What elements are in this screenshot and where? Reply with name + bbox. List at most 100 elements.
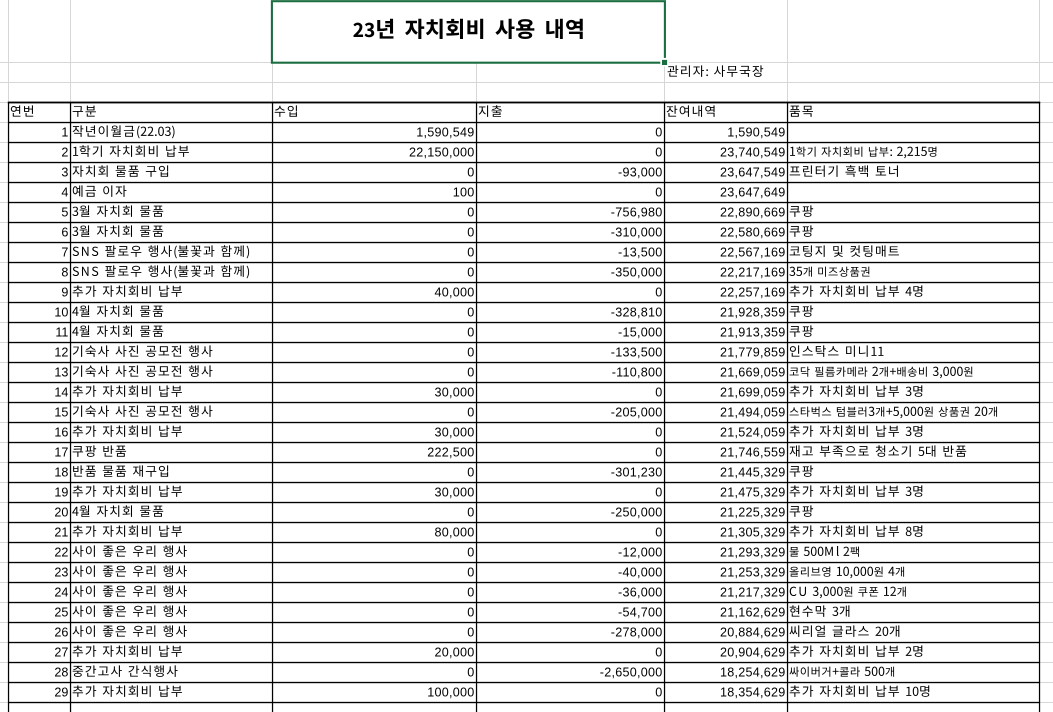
svg-text:0: 0 bbox=[467, 346, 474, 360]
svg-text:40,000: 40,000 bbox=[434, 286, 474, 300]
svg-text:0: 0 bbox=[467, 546, 474, 560]
svg-text:21,475,329: 21,475,329 bbox=[720, 486, 786, 500]
svg-text:12: 12 bbox=[54, 346, 68, 360]
svg-text:1,590,549: 1,590,549 bbox=[416, 126, 474, 140]
svg-text:-350,000: -350,000 bbox=[611, 266, 663, 280]
svg-text:18,354,629: 18,354,629 bbox=[720, 686, 786, 700]
svg-text:22,580,669: 22,580,669 bbox=[720, 226, 786, 240]
svg-text:15: 15 bbox=[54, 406, 68, 420]
svg-text:-2,650,000: -2,650,000 bbox=[600, 666, 663, 680]
svg-text:22,217,169: 22,217,169 bbox=[720, 266, 786, 280]
svg-text:21,779,859: 21,779,859 bbox=[720, 346, 786, 360]
svg-text:0: 0 bbox=[467, 326, 474, 340]
svg-text:20,904,629: 20,904,629 bbox=[720, 646, 786, 660]
svg-text:-756,980: -756,980 bbox=[611, 206, 663, 220]
svg-text:100,000: 100,000 bbox=[427, 686, 474, 700]
svg-text:20: 20 bbox=[54, 506, 68, 520]
svg-text:0: 0 bbox=[467, 206, 474, 220]
svg-text:23: 23 bbox=[54, 566, 68, 580]
svg-text:11: 11 bbox=[55, 326, 68, 340]
svg-text:-40,000: -40,000 bbox=[618, 566, 662, 580]
svg-text:30,000: 30,000 bbox=[434, 426, 474, 440]
svg-text:0: 0 bbox=[467, 226, 474, 240]
svg-text:19: 19 bbox=[54, 486, 68, 500]
svg-text:16: 16 bbox=[54, 426, 68, 440]
svg-text:22,257,169: 22,257,169 bbox=[720, 286, 786, 300]
svg-text:-13,500: -13,500 bbox=[618, 246, 662, 260]
svg-text:0: 0 bbox=[655, 126, 662, 140]
svg-text:23,740,549: 23,740,549 bbox=[720, 146, 786, 160]
svg-text:1,590,549: 1,590,549 bbox=[727, 126, 785, 140]
svg-text:5: 5 bbox=[61, 206, 68, 220]
svg-text:0: 0 bbox=[467, 626, 474, 640]
svg-text:20,884,629: 20,884,629 bbox=[720, 626, 786, 640]
svg-text:10: 10 bbox=[54, 306, 68, 320]
svg-text:-54,700: -54,700 bbox=[618, 606, 662, 620]
svg-text:6: 6 bbox=[61, 226, 68, 240]
svg-text:28: 28 bbox=[54, 666, 68, 680]
svg-text:25: 25 bbox=[54, 606, 68, 620]
svg-text:24: 24 bbox=[54, 586, 68, 600]
svg-text:18,254,629: 18,254,629 bbox=[720, 666, 786, 680]
svg-text:21,928,359: 21,928,359 bbox=[720, 306, 786, 320]
svg-text:0: 0 bbox=[467, 406, 474, 420]
svg-text:22,567,169: 22,567,169 bbox=[720, 246, 786, 260]
svg-text:-133,500: -133,500 bbox=[611, 346, 663, 360]
svg-text:21,217,329: 21,217,329 bbox=[720, 586, 786, 600]
svg-text:0: 0 bbox=[467, 266, 474, 280]
svg-text:21,225,329: 21,225,329 bbox=[720, 506, 786, 520]
svg-text:21,913,359: 21,913,359 bbox=[720, 326, 786, 340]
svg-text:0: 0 bbox=[467, 306, 474, 320]
svg-text:21,494,059: 21,494,059 bbox=[720, 406, 786, 420]
svg-text:23,647,549: 23,647,549 bbox=[720, 166, 786, 180]
svg-text:0: 0 bbox=[655, 486, 662, 500]
svg-text:30,000: 30,000 bbox=[434, 386, 474, 400]
svg-text:29: 29 bbox=[54, 686, 68, 700]
svg-text:4: 4 bbox=[61, 186, 68, 200]
svg-text:-205,000: -205,000 bbox=[611, 406, 663, 420]
svg-text:27: 27 bbox=[54, 646, 68, 660]
svg-text:-93,000: -93,000 bbox=[618, 166, 662, 180]
svg-text:222,500: 222,500 bbox=[427, 446, 474, 460]
svg-text:-12,000: -12,000 bbox=[618, 546, 662, 560]
svg-text:0: 0 bbox=[467, 506, 474, 520]
svg-text:0: 0 bbox=[655, 426, 662, 440]
svg-text:21,699,059: 21,699,059 bbox=[720, 386, 786, 400]
svg-text:0: 0 bbox=[655, 386, 662, 400]
svg-text:0: 0 bbox=[655, 186, 662, 200]
svg-text:23,647,649: 23,647,649 bbox=[720, 186, 786, 200]
svg-text:1: 1 bbox=[61, 126, 68, 140]
svg-text:0: 0 bbox=[655, 686, 662, 700]
svg-text:0: 0 bbox=[655, 646, 662, 660]
svg-text:30,000: 30,000 bbox=[434, 486, 474, 500]
svg-text:17: 17 bbox=[54, 446, 68, 460]
svg-text:0: 0 bbox=[467, 466, 474, 480]
svg-text:20,000: 20,000 bbox=[434, 646, 474, 660]
svg-text:-15,000: -15,000 bbox=[618, 326, 662, 340]
svg-text:100: 100 bbox=[453, 186, 475, 200]
svg-text:0: 0 bbox=[655, 146, 662, 160]
svg-text:8: 8 bbox=[61, 266, 68, 280]
svg-text:21,305,329: 21,305,329 bbox=[720, 526, 786, 540]
svg-text:21,669,059: 21,669,059 bbox=[720, 366, 786, 380]
svg-text:0: 0 bbox=[467, 586, 474, 600]
svg-text:21,253,329: 21,253,329 bbox=[720, 566, 786, 580]
svg-text:13: 13 bbox=[54, 366, 68, 380]
svg-text:3: 3 bbox=[61, 166, 68, 180]
svg-text:0: 0 bbox=[467, 166, 474, 180]
svg-text:9: 9 bbox=[61, 286, 68, 300]
svg-text:0: 0 bbox=[467, 666, 474, 680]
svg-text:-310,000: -310,000 bbox=[611, 226, 663, 240]
svg-text:80,000: 80,000 bbox=[434, 526, 474, 540]
svg-text:0: 0 bbox=[467, 366, 474, 380]
svg-text:21,162,629: 21,162,629 bbox=[720, 606, 786, 620]
svg-text:0: 0 bbox=[655, 446, 662, 460]
svg-text:18: 18 bbox=[54, 466, 68, 480]
svg-text:-278,000: -278,000 bbox=[611, 626, 663, 640]
svg-text:-328,810: -328,810 bbox=[611, 306, 663, 320]
svg-text:21,293,329: 21,293,329 bbox=[720, 546, 786, 560]
svg-text:22: 22 bbox=[54, 546, 68, 560]
svg-text:-110,800: -110,800 bbox=[612, 366, 663, 380]
svg-text:21,524,059: 21,524,059 bbox=[720, 426, 786, 440]
svg-text:0: 0 bbox=[467, 606, 474, 620]
